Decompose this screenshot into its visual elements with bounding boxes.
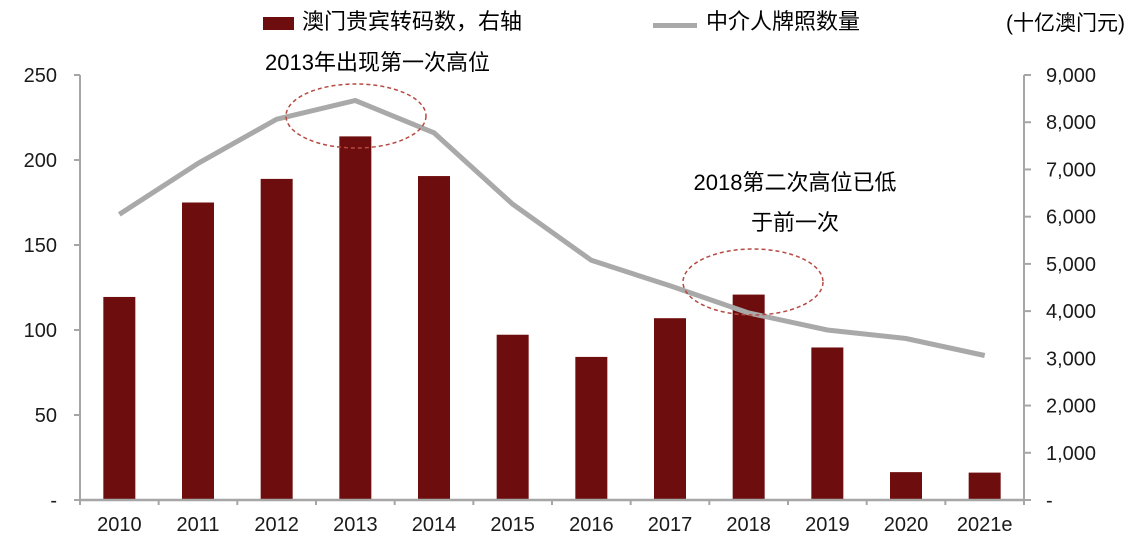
bar-2016 bbox=[575, 356, 608, 500]
x-axis-label-2020: 2020 bbox=[884, 514, 929, 536]
left-axis-tick-label: 100 bbox=[24, 320, 57, 342]
bar-2012 bbox=[260, 178, 293, 500]
annotation-2018-second-peak: 2018第二次高位已低 于前一次 bbox=[694, 163, 897, 243]
x-axis-label-2014: 2014 bbox=[412, 514, 457, 536]
right-axis-tick-label: 5,000 bbox=[1046, 254, 1096, 276]
right-axis-tick-label: - bbox=[1046, 490, 1053, 512]
bar-2018 bbox=[732, 294, 765, 500]
x-axis-label-2017: 2017 bbox=[648, 514, 693, 536]
x-axis-label-2019: 2019 bbox=[805, 514, 850, 536]
line-series-legend-swatch bbox=[653, 23, 697, 28]
left-axis-tick-label: - bbox=[50, 490, 57, 512]
x-axis-label-2021e: 2021e bbox=[957, 514, 1013, 536]
highlight-ellipse-2018 bbox=[682, 248, 824, 316]
highlight-ellipse-2013 bbox=[285, 83, 427, 149]
bar-2019 bbox=[811, 347, 844, 500]
left-axis-tick-label: 150 bbox=[24, 235, 57, 257]
bar-2021e bbox=[968, 472, 1001, 500]
right-axis-tick-label: 4,000 bbox=[1046, 301, 1096, 323]
bar-series-legend-label: 澳门贵宾转码数，右轴 bbox=[302, 9, 523, 34]
right-axis-tick-label: 8,000 bbox=[1046, 112, 1096, 134]
right-axis-tick-label: 3,000 bbox=[1046, 348, 1096, 370]
right-axis-unit-label: (十亿澳门元) bbox=[1006, 12, 1125, 35]
left-axis-tick-label: 50 bbox=[35, 405, 57, 427]
junket-licenses-line bbox=[117, 97, 986, 358]
right-axis-tick-label: 1,000 bbox=[1046, 443, 1096, 465]
x-axis-label-2016: 2016 bbox=[569, 514, 614, 536]
annotation-2018-line1: 2018第二次高位已低 bbox=[693, 170, 897, 195]
x-axis-label-2012: 2012 bbox=[254, 514, 299, 536]
right-axis-tick-label: 2,000 bbox=[1046, 396, 1096, 418]
annotation-2018-line2: 于前一次 bbox=[750, 210, 840, 235]
bar-2010 bbox=[103, 296, 136, 500]
bar-2015 bbox=[496, 334, 529, 500]
right-axis-tick-label: 7,000 bbox=[1046, 159, 1096, 181]
right-axis-tick-label: 9,000 bbox=[1046, 65, 1096, 87]
line-series-legend-label: 中介人牌照数量 bbox=[706, 9, 861, 34]
bar-2011 bbox=[182, 202, 214, 500]
x-axis-label-2015: 2015 bbox=[490, 514, 535, 536]
bar-2017 bbox=[654, 318, 686, 500]
bar-series-legend-swatch bbox=[263, 17, 294, 30]
left-axis-tick-label: 250 bbox=[24, 65, 57, 87]
x-axis-label-2011: 2011 bbox=[176, 514, 219, 536]
annotation-2013-first-peak: 2013年出现第一次高位 bbox=[265, 50, 490, 75]
left-axis-tick-label: 200 bbox=[24, 150, 57, 172]
x-axis-label-2013: 2013 bbox=[333, 514, 378, 536]
right-axis-tick-label: 6,000 bbox=[1046, 207, 1096, 229]
x-axis-label-2010: 2010 bbox=[97, 514, 142, 536]
bar-2013 bbox=[339, 136, 372, 500]
bar-2014 bbox=[418, 176, 450, 501]
bar-2020 bbox=[890, 472, 922, 500]
x-axis-label-2018: 2018 bbox=[726, 514, 771, 536]
